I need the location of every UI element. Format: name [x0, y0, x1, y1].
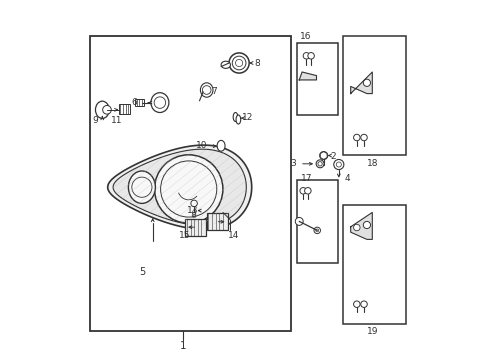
- Text: 15: 15: [179, 231, 190, 240]
- Circle shape: [295, 217, 303, 225]
- Text: 19: 19: [366, 327, 377, 336]
- Text: 17: 17: [300, 174, 311, 183]
- Bar: [343, 205, 406, 324]
- Text: 4: 4: [344, 174, 349, 183]
- Circle shape: [363, 221, 370, 229]
- Ellipse shape: [233, 112, 237, 122]
- Bar: [206, 213, 227, 230]
- Circle shape: [353, 134, 359, 141]
- Polygon shape: [350, 212, 371, 239]
- Text: 13: 13: [186, 206, 198, 215]
- Bar: [89, 36, 291, 331]
- Circle shape: [303, 53, 309, 59]
- Bar: [118, 104, 130, 114]
- Polygon shape: [320, 152, 326, 159]
- Text: 8: 8: [254, 59, 260, 68]
- Text: 11: 11: [111, 116, 122, 125]
- Circle shape: [102, 105, 111, 114]
- Bar: [185, 219, 205, 236]
- Text: 6: 6: [132, 98, 137, 107]
- Polygon shape: [350, 72, 371, 94]
- Bar: [296, 180, 337, 263]
- Circle shape: [313, 227, 320, 234]
- Text: 12: 12: [242, 112, 253, 122]
- Circle shape: [154, 155, 223, 223]
- Polygon shape: [107, 145, 251, 229]
- Polygon shape: [113, 149, 246, 225]
- Circle shape: [319, 152, 327, 159]
- Ellipse shape: [151, 93, 168, 113]
- Circle shape: [360, 301, 366, 307]
- Text: 1: 1: [180, 341, 186, 351]
- Circle shape: [228, 53, 249, 73]
- Text: 9: 9: [92, 116, 98, 125]
- Circle shape: [299, 188, 306, 194]
- Bar: [135, 99, 144, 106]
- Circle shape: [304, 188, 310, 194]
- Circle shape: [307, 53, 314, 59]
- Ellipse shape: [221, 61, 230, 68]
- Circle shape: [190, 200, 197, 207]
- Ellipse shape: [95, 101, 109, 118]
- Circle shape: [353, 224, 359, 231]
- Text: 3: 3: [290, 159, 295, 168]
- Text: 2: 2: [329, 152, 335, 161]
- Ellipse shape: [236, 115, 240, 124]
- Circle shape: [360, 134, 366, 141]
- Text: 18: 18: [366, 158, 377, 168]
- Ellipse shape: [217, 140, 224, 151]
- Circle shape: [353, 301, 359, 307]
- Text: 7: 7: [211, 87, 216, 96]
- Bar: [296, 43, 337, 115]
- Ellipse shape: [200, 83, 213, 97]
- Circle shape: [363, 79, 370, 86]
- Circle shape: [316, 160, 324, 168]
- Text: 5: 5: [139, 267, 145, 277]
- Circle shape: [333, 159, 343, 170]
- Bar: [343, 36, 406, 155]
- Ellipse shape: [128, 171, 155, 203]
- Polygon shape: [299, 72, 316, 80]
- Text: 14: 14: [227, 231, 239, 240]
- Text: 10: 10: [195, 141, 206, 150]
- Text: 16: 16: [299, 32, 311, 41]
